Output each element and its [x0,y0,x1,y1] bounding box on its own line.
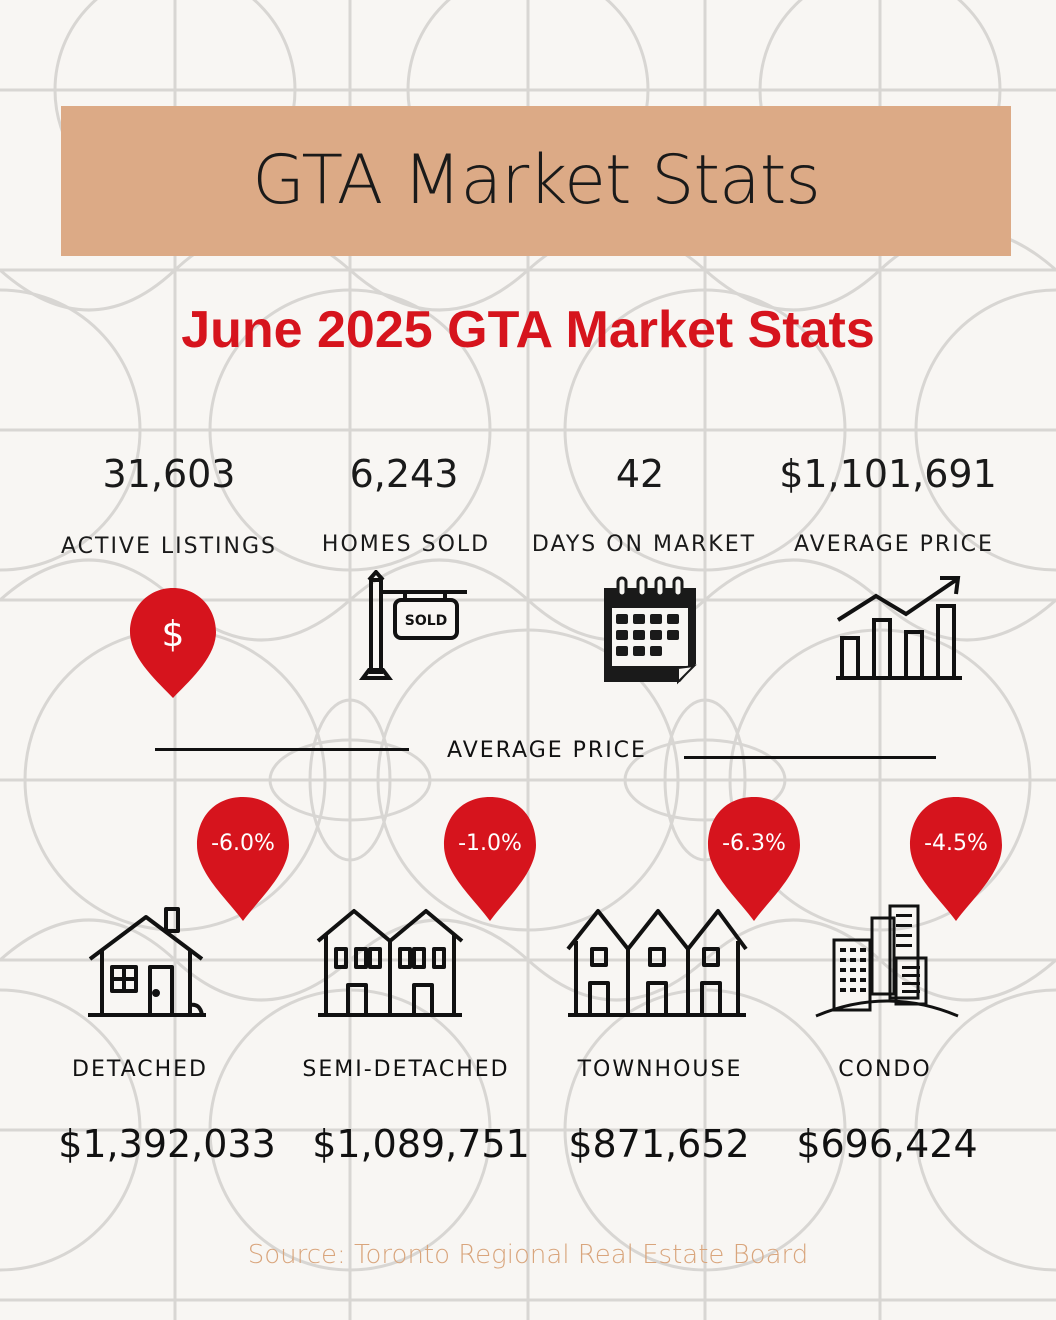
divider-left [155,748,409,751]
stat-average-price-value: $1,101,691 [779,452,997,496]
source-credit: Source: Toronto Regional Real Estate Boa… [247,1240,809,1270]
type-townhouse-price: $871,652 [568,1122,750,1166]
townhouse-icon [566,909,748,1017]
pin-shape-icon [910,797,1002,921]
pin-shape-icon [708,797,800,921]
stat-active-listings-label: ACTIVE LISTINGS [60,534,277,559]
type-detached-label: DETACHED [72,1057,208,1082]
stat-days-on-market-label: DAYS ON MARKET [531,532,757,557]
stat-homes-sold-label: HOMES SOLD [321,532,491,557]
type-townhouse-label: TOWNHOUSE [577,1057,743,1082]
page-title: GTA Market Stats [252,141,821,220]
change-pin-condo: -4.5% [908,795,1004,923]
semi-detached-icon [316,909,464,1017]
section-label: AVERAGE PRICE [447,738,647,763]
subtitle: June 2025 GTA Market Stats [181,301,875,359]
type-condo-label: CONDO [838,1057,932,1082]
change-pin-detached: -6.0% [195,795,291,923]
change-detached: -6.0% [211,831,275,856]
svg-text:$: $ [162,614,185,655]
type-semi-detached-price: $1,089,751 [312,1122,530,1166]
sold-sign-icon: SOLD [359,570,467,680]
divider-right [684,756,936,759]
calendar-icon [604,576,697,685]
stat-days-on-market-value: 42 [615,452,665,496]
condo-icon [815,904,959,1018]
growth-chart-icon [836,576,962,680]
stat-homes-sold-value: 6,243 [349,452,459,496]
type-semi-detached-label: SEMI-DETACHED [302,1057,510,1082]
change-semi-detached: -1.0% [458,831,522,856]
stat-active-listings-value: 31,603 [102,452,236,496]
dollar-pin-icon: $ [130,588,216,698]
sold-sign-text: SOLD [405,613,448,629]
header-band [61,106,1011,256]
change-condo: -4.5% [924,831,988,856]
house-icon [88,907,206,1017]
change-townhouse: -6.3% [722,831,786,856]
change-pin-semi-detached: -1.0% [442,795,538,923]
stat-average-price-label: AVERAGE PRICE [794,532,994,557]
type-detached-price: $1,392,033 [58,1122,276,1166]
type-condo-price: $696,424 [796,1122,978,1166]
change-pin-townhouse: -6.3% [706,795,802,923]
pin-shape-icon [444,797,536,921]
pin-shape-icon [197,797,289,921]
